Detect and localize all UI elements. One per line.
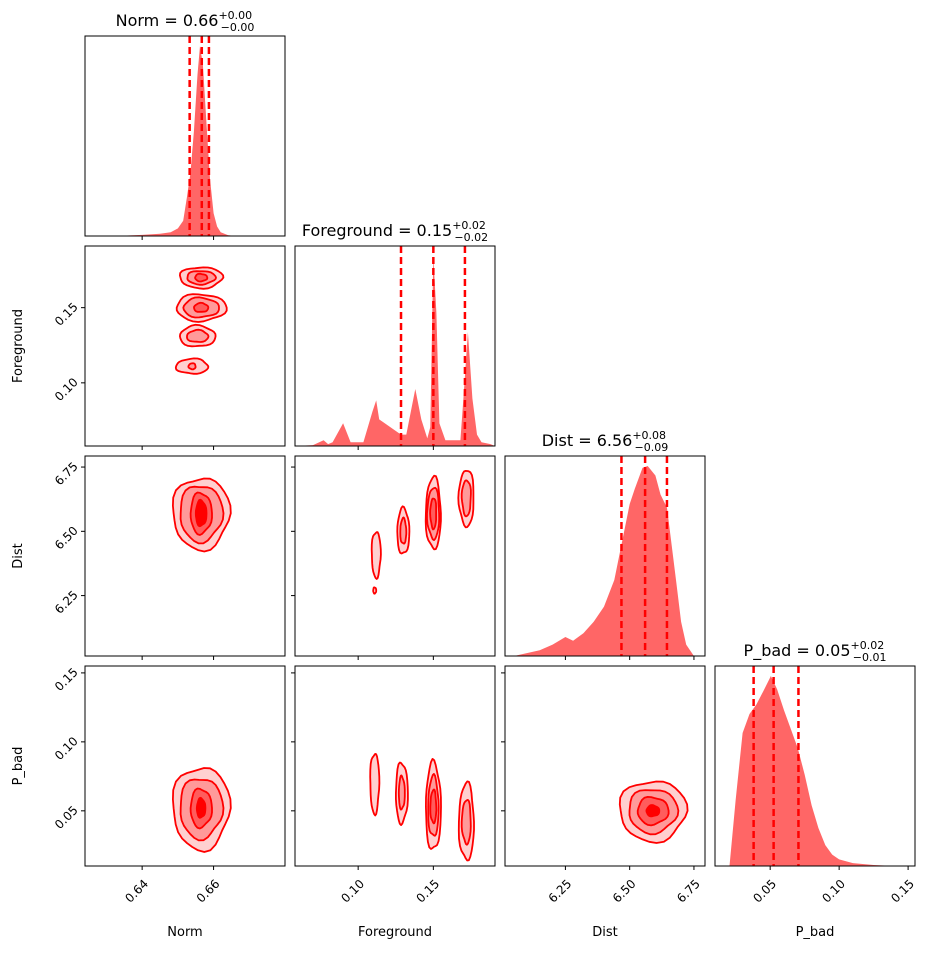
panel-content — [105, 36, 235, 236]
panel-frame — [294, 665, 496, 867]
contour-level-2 — [429, 788, 438, 825]
x-axis-label-dist: Dist — [592, 925, 618, 940]
contour-level-3 — [194, 498, 208, 528]
y-axis-label-dist: Dist — [11, 543, 26, 569]
contour-level-1 — [187, 362, 197, 371]
x-axis-label-foreground: Foreground — [358, 925, 432, 940]
title-foreground: Foreground = 0.15+0.02 −0.02 — [302, 219, 488, 244]
contour-level-1 — [397, 774, 406, 811]
x-tick-label: 0.15 — [888, 877, 917, 906]
x-axis-label-norm: Norm — [167, 925, 202, 940]
contour-level-3 — [195, 796, 207, 819]
title-p_bad: P_bad = 0.05+0.02 −0.01 — [744, 639, 887, 664]
y-axis-label-p_bad: P_bad — [11, 747, 26, 786]
panel-frame — [714, 665, 916, 867]
y-tick-label: 0.10 — [52, 734, 81, 763]
panel-foreground-p_bad: 0.10 0.15 — [291, 665, 496, 906]
x-tick-label: 0.10 — [338, 877, 367, 906]
marginal-hist-dist — [514, 466, 694, 656]
y-tick-label: 6.25 — [52, 588, 81, 617]
y-tick-label: 0.15 — [52, 665, 81, 694]
panel-dist-dist: Dist = 6.56+0.08 −0.09 — [504, 429, 706, 660]
contour-level-1 — [460, 479, 472, 518]
panel-norm-dist: 6.25 6.50 6.75 — [52, 455, 286, 660]
x-tick-label: 0.15 — [414, 877, 443, 906]
title-dist: Dist = 6.56+0.08 −0.09 — [542, 429, 669, 454]
x-tick-label: 6.25 — [546, 877, 575, 906]
panel-frame — [84, 665, 286, 867]
marginal-hist-p_bad — [729, 676, 895, 866]
panel-norm-foreground: 0.10 0.15 — [52, 245, 286, 450]
panel-dist-p_bad: 6.25 6.50 6.75 — [501, 665, 706, 906]
panel-content — [729, 666, 895, 866]
panel-norm-norm: Norm = 0.66+0.00 −0.00 — [84, 9, 286, 240]
x-axis-label-p_bad: P_bad — [796, 925, 835, 940]
y-tick-label: 0.10 — [52, 375, 81, 404]
marginal-hist-foreground — [295, 256, 495, 446]
panel-frame — [504, 455, 706, 657]
panel-foreground-dist — [291, 455, 496, 660]
y-tick-label: 0.15 — [52, 300, 81, 329]
x-tick-label: 0.66 — [194, 877, 223, 906]
contour-level-0 — [370, 531, 382, 580]
x-tick-label: 0.64 — [122, 877, 151, 906]
y-tick-label: 6.50 — [52, 524, 81, 553]
x-tick-label: 6.75 — [674, 877, 703, 906]
panel-content — [171, 477, 232, 553]
panel-frame — [84, 245, 286, 447]
panel-frame — [84, 35, 286, 237]
contour-level-2 — [194, 272, 209, 283]
x-tick-label: 0.10 — [819, 877, 848, 906]
panel-content — [174, 266, 228, 375]
panel-foreground-foreground: Foreground = 0.15+0.02 −0.02 — [294, 219, 496, 450]
panel-p_bad-p_bad: P_bad = 0.05+0.02 −0.01 0.05 0.10 0.15 — [714, 639, 917, 906]
x-tick-label: 0.05 — [750, 877, 779, 906]
marginal-hist-norm — [105, 46, 235, 236]
panel-norm-p_bad: 0.64 0.66 0.05 0.10 0.15 — [52, 665, 286, 906]
contour-level-1 — [186, 328, 210, 343]
panel-content — [369, 753, 475, 862]
panel-content — [618, 780, 689, 844]
panel-frame — [84, 455, 286, 657]
panel-content — [514, 456, 694, 656]
contour-level-2 — [193, 301, 210, 313]
panel-frame — [504, 665, 706, 867]
y-axis-label-foreground: Foreground — [11, 309, 26, 383]
panel-content — [295, 246, 495, 446]
contour-level-1 — [460, 799, 472, 846]
contour-level-2 — [429, 497, 438, 531]
y-tick-label: 0.05 — [52, 803, 81, 832]
panel-frame — [294, 245, 496, 447]
panel-frame — [294, 455, 496, 657]
title-norm: Norm = 0.66+0.00 −0.00 — [116, 9, 255, 34]
contour-level-0 — [372, 586, 378, 595]
x-tick-label: 6.50 — [610, 877, 639, 906]
panel-content — [171, 767, 232, 853]
panel-content — [370, 469, 475, 595]
y-tick-label: 6.75 — [52, 459, 81, 488]
contour-level-1 — [399, 516, 408, 545]
contour-level-0 — [369, 753, 381, 817]
contour-level-3 — [645, 804, 661, 818]
